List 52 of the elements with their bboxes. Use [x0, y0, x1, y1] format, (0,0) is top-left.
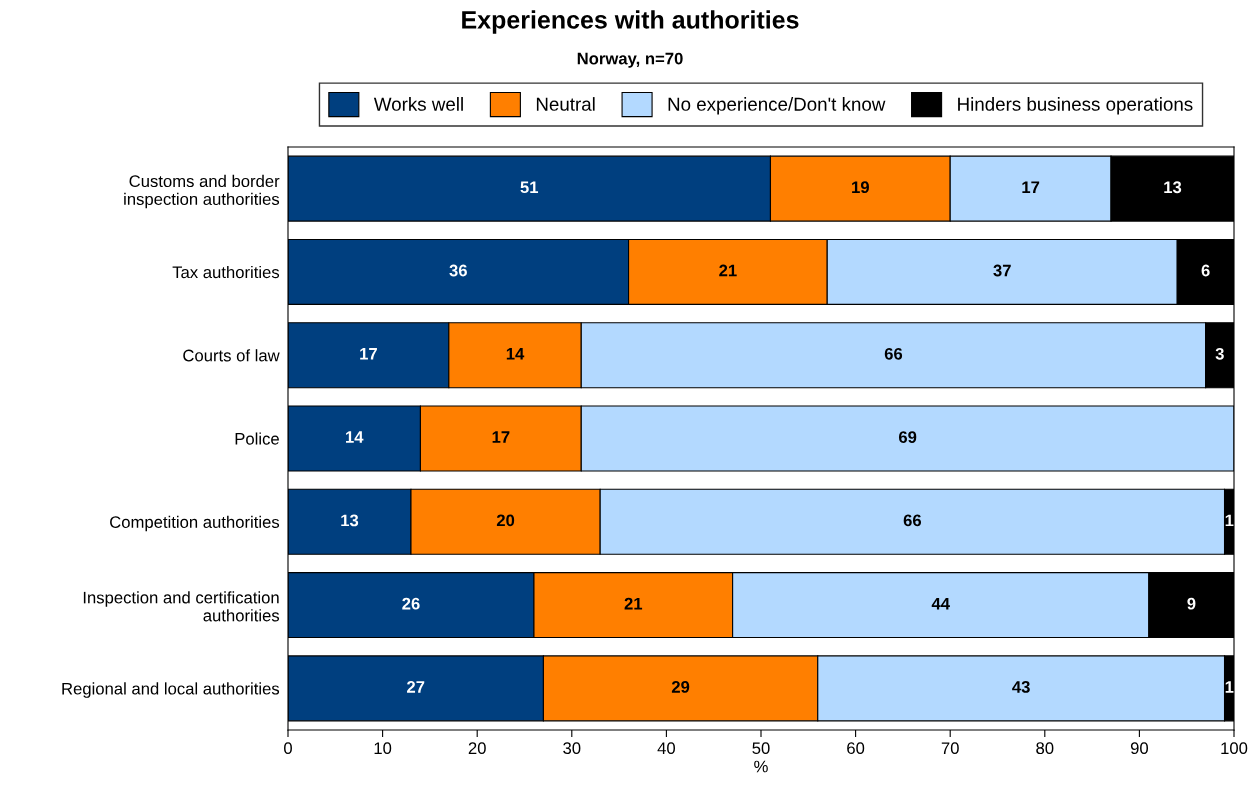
y-tick-label: Tax authorities — [172, 265, 280, 279]
data-label: 14 — [346, 431, 364, 443]
data-label: 6 — [1201, 264, 1210, 277]
x-tick-label: 90 — [1130, 742, 1149, 755]
x-tick-label: 100 — [1221, 742, 1248, 755]
y-tick-label: Competition authorities — [110, 515, 280, 532]
data-label: 19 — [852, 181, 869, 194]
data-label: 36 — [449, 264, 467, 277]
y-tick-label: Inspection and certification authorities — [83, 591, 280, 622]
x-tick-label: 20 — [468, 742, 486, 755]
data-label: 66 — [884, 347, 903, 360]
x-tick-label: 30 — [563, 742, 581, 755]
data-label: 1 — [1225, 681, 1234, 693]
data-label: 44 — [931, 597, 950, 610]
legend-label: Works well — [373, 97, 463, 111]
data-label: 17 — [492, 431, 510, 443]
y-tick-label: Courts of law — [183, 349, 280, 362]
x-axis-title: % — [754, 760, 768, 773]
data-label: 21 — [624, 597, 643, 610]
x-tick-label: 60 — [847, 742, 865, 755]
legend-label: Neutral — [536, 97, 595, 111]
y-tick-label: Regional and local authorities — [62, 682, 280, 698]
x-tick-label: 40 — [657, 742, 676, 755]
data-label: 26 — [402, 597, 420, 610]
data-label: 51 — [520, 181, 539, 194]
data-label: 14 — [506, 348, 525, 360]
data-label: 17 — [360, 348, 377, 360]
data-label: 13 — [1164, 181, 1182, 194]
data-label: 3 — [1215, 347, 1224, 360]
y-tick-label: Police — [235, 432, 279, 445]
data-label: 69 — [898, 431, 917, 443]
data-label: 66 — [903, 514, 922, 527]
x-tick-label: 80 — [1036, 742, 1054, 755]
x-tick-label: 70 — [941, 742, 959, 755]
data-label: 13 — [341, 514, 359, 527]
data-label: 20 — [496, 514, 515, 527]
data-label: 37 — [993, 264, 1011, 277]
data-label: 29 — [671, 681, 690, 693]
data-label: 27 — [407, 681, 425, 693]
chart-subtitle: Norway, n=70 — [577, 52, 683, 68]
x-tick-label: 10 — [374, 742, 392, 755]
y-tick-label: Customs and border inspection authorities — [124, 174, 280, 209]
x-tick-label: 50 — [752, 742, 770, 755]
x-tick-label: 0 — [284, 742, 292, 755]
data-label: 1 — [1225, 514, 1234, 527]
data-label: 17 — [1022, 181, 1040, 193]
data-label: 43 — [1012, 681, 1030, 693]
data-label: 21 — [719, 264, 737, 277]
chart-title: Experiences with authorities — [462, 10, 799, 34]
legend-label: No experience/Don't know — [668, 97, 886, 115]
legend-label: Hinders business operations — [958, 97, 1193, 115]
data-label: 9 — [1187, 597, 1196, 610]
